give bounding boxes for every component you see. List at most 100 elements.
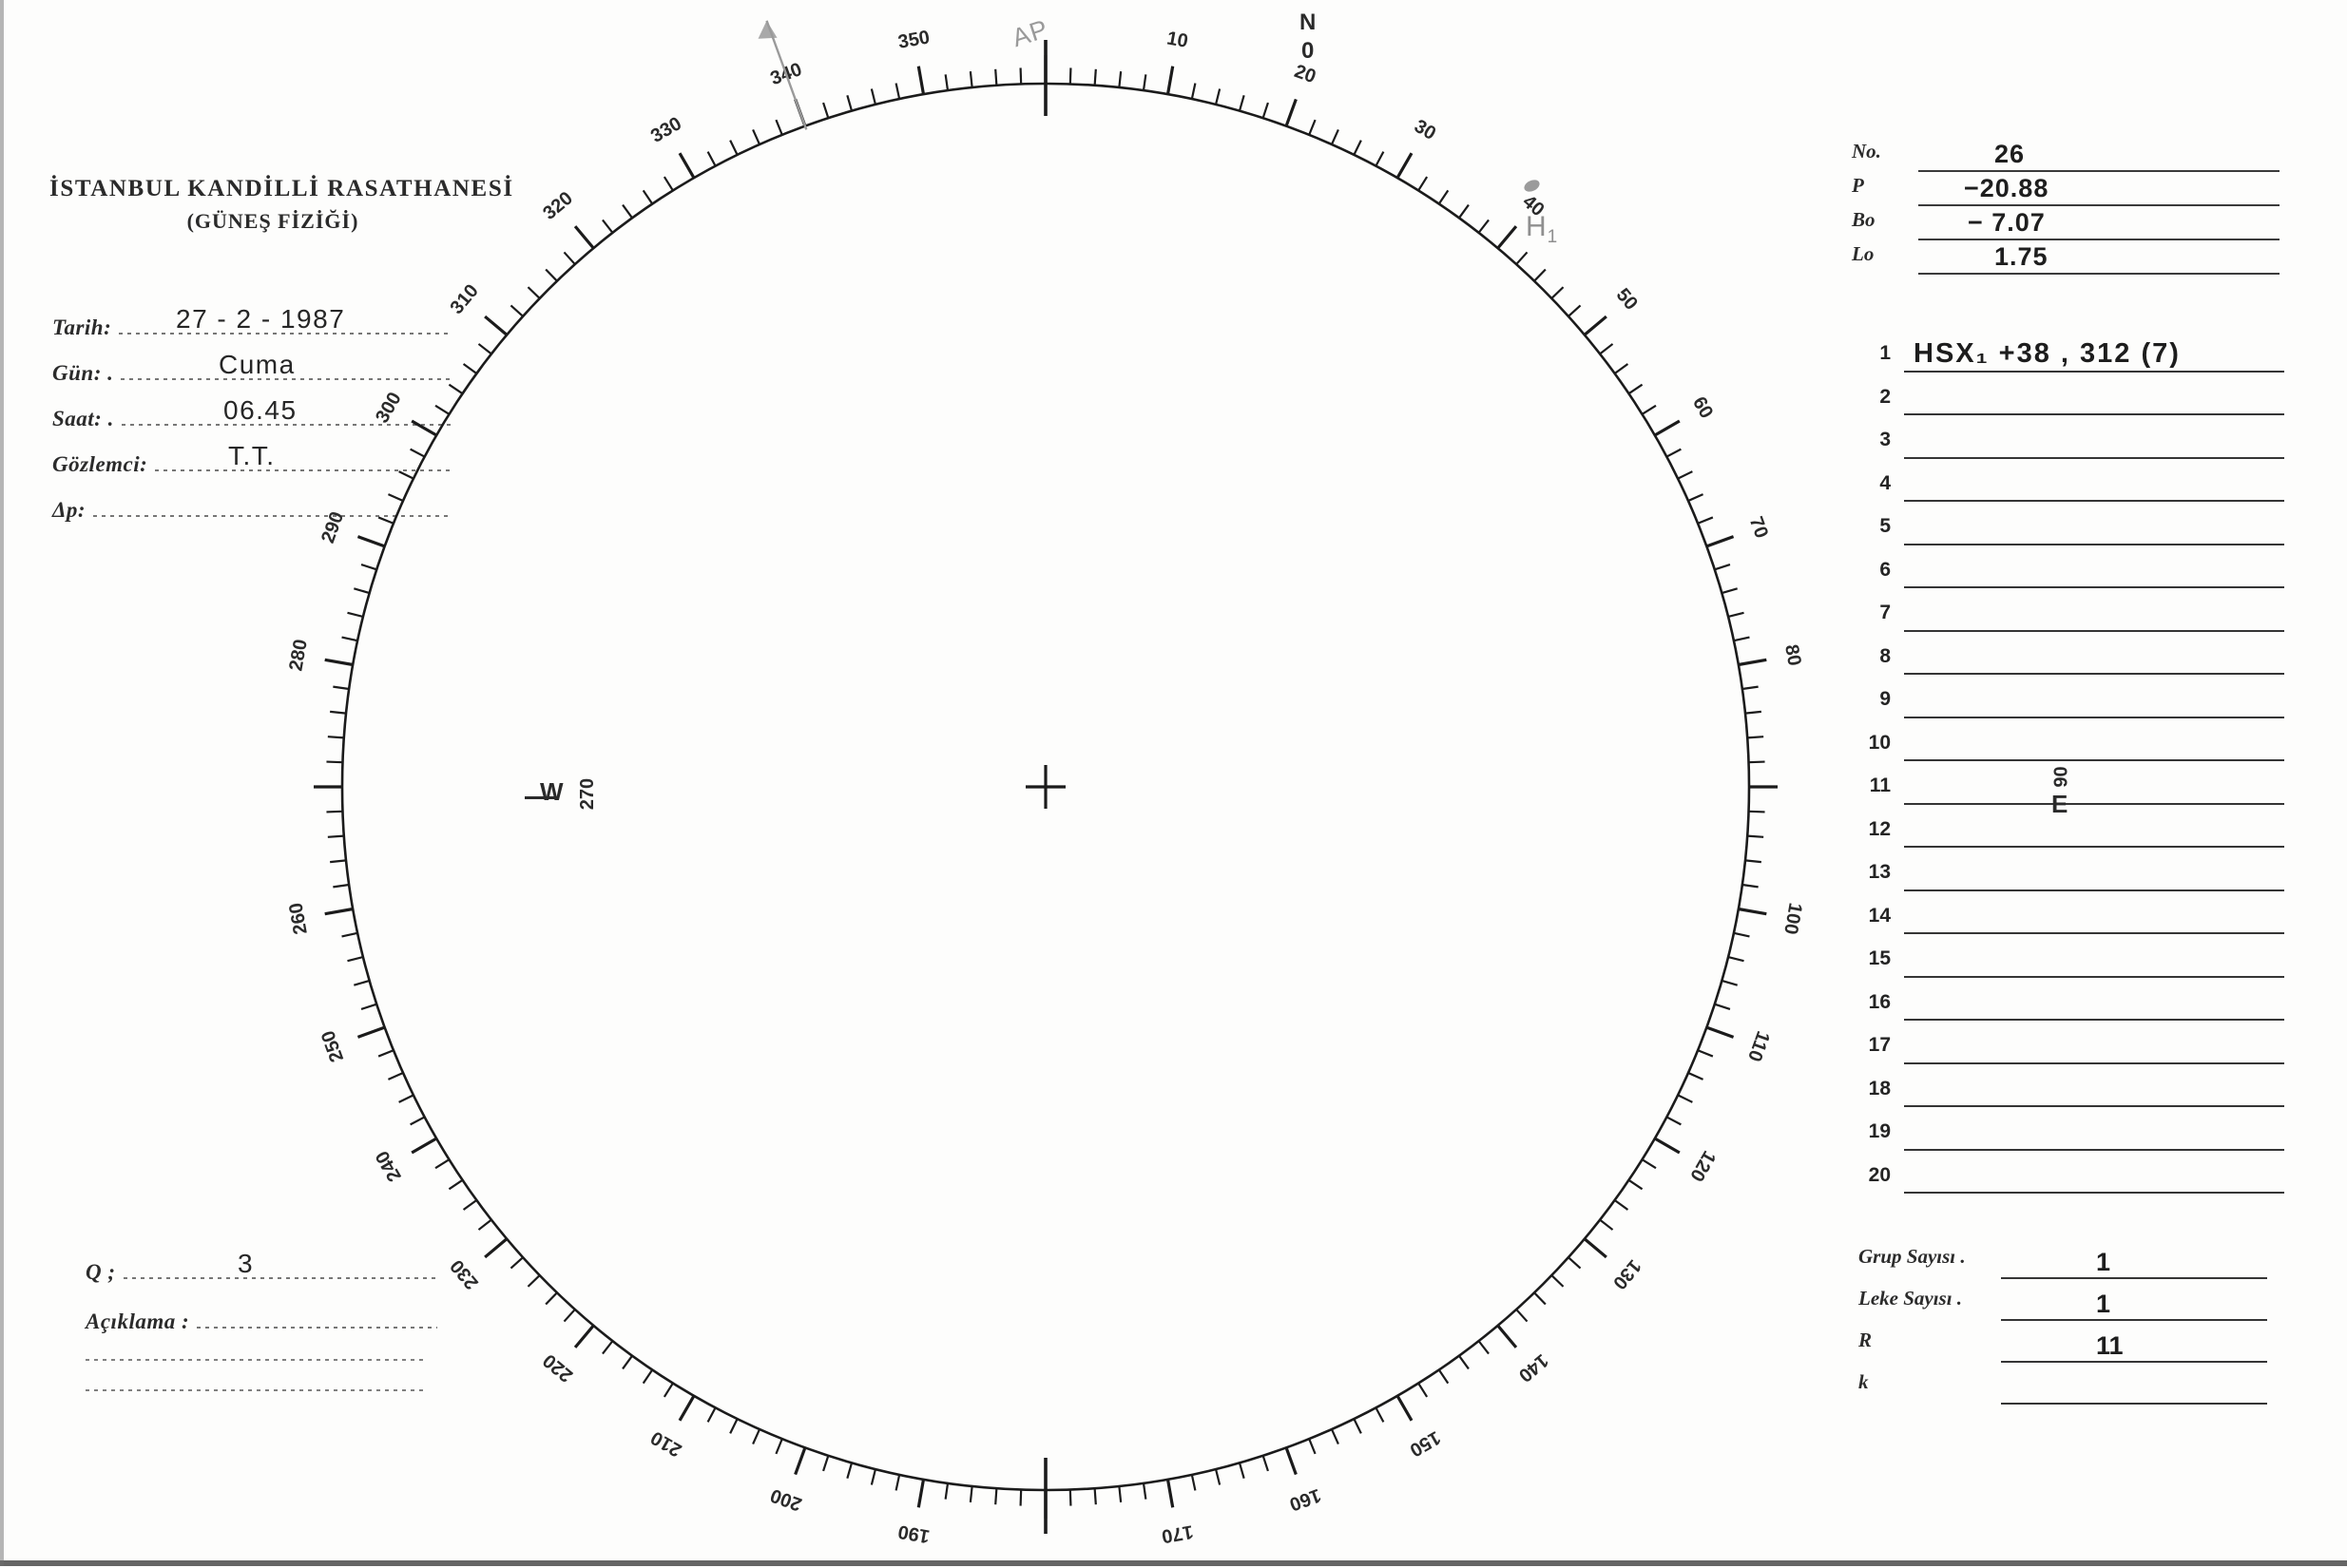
dial-tick-minor — [663, 1382, 674, 1398]
dial-tick-minor — [1261, 1455, 1269, 1472]
dial-tick-major — [324, 658, 354, 667]
dial-tick-minor — [341, 636, 358, 642]
dial-degree-label: 260 — [285, 901, 311, 936]
spot-list-row[interactable]: 2 — [1858, 378, 2284, 422]
spot-list-row[interactable]: 8 — [1858, 638, 2284, 681]
dial-tick-minor — [1093, 68, 1097, 86]
spot-list-row[interactable]: 11 — [1858, 767, 2284, 811]
form-row-q[interactable]: Q ; 3 — [86, 1235, 437, 1285]
parameter-value-bo: − 7.07 — [1968, 208, 2046, 237]
spot-list-row[interactable]: 20 — [1858, 1157, 2284, 1200]
parameter-label-lo: Lo — [1852, 242, 1875, 265]
spot-list-number: 18 — [1868, 1077, 1891, 1100]
summary-row-grup-sayisi[interactable]: Grup Sayısı . 1 — [1858, 1243, 2267, 1285]
form-row-gun[interactable]: Gün: . Cuma — [52, 340, 452, 386]
dial-tick-minor — [360, 1003, 377, 1010]
form-row-delta-p[interactable]: Δp: — [52, 477, 452, 523]
aciklama-continuation-line-1[interactable] — [86, 1359, 428, 1361]
parameter-row-bo[interactable]: Bo − 7.07 — [1852, 206, 2280, 240]
parameter-label-bo: Bo — [1852, 208, 1876, 231]
spot-list-row[interactable]: 4 — [1858, 465, 2284, 508]
spot-list-rule — [1904, 456, 2284, 459]
parameter-value-lo: 1.75 — [1994, 242, 2049, 271]
spot-list-row[interactable]: 19 — [1858, 1113, 2284, 1157]
summary-row-leke-sayisi[interactable]: Leke Sayısı . 1 — [1858, 1285, 2267, 1327]
summary-row-r[interactable]: R 11 — [1858, 1327, 2267, 1368]
dial-tick-minor — [1714, 564, 1731, 571]
spot-list-row[interactable]: 10 — [1858, 724, 2284, 768]
dial-tick-minor — [1477, 219, 1490, 234]
parameter-row-lo[interactable]: Lo 1.75 — [1852, 240, 2280, 275]
dial-tick-major — [1165, 1479, 1175, 1508]
dial-tick-major — [1654, 1137, 1681, 1155]
spot-list-rule — [1904, 846, 2284, 848]
parameter-row-no[interactable]: No. 26 — [1852, 138, 2280, 172]
dial-tick-minor — [1019, 1489, 1023, 1506]
dial-tick-minor — [326, 810, 343, 813]
spot-list-row[interactable]: 16 — [1858, 984, 2284, 1027]
spot-list-rule — [1904, 975, 2284, 978]
spot-list-number: 12 — [1868, 817, 1891, 840]
dial-degree-label: 290 — [317, 509, 348, 546]
spot-list-number: 2 — [1879, 385, 1891, 408]
form-row-tarih[interactable]: Tarih: 27 - 2 - 1987 — [52, 295, 452, 340]
aciklama-continuation-line-2[interactable] — [86, 1389, 428, 1391]
dial-tick-minor — [752, 128, 761, 145]
spot-list-row[interactable]: 3 — [1858, 421, 2284, 465]
dial-tick-minor — [870, 1468, 877, 1485]
dial-tick-major — [356, 1025, 386, 1039]
dial-degree-label: 190 — [896, 1520, 932, 1546]
spot-list-row[interactable]: 18 — [1858, 1070, 2284, 1114]
dial-tick-minor — [327, 736, 344, 739]
dial-tick-major — [324, 907, 354, 916]
dial-tick-minor — [1665, 448, 1682, 458]
spot-list-row[interactable]: 12 — [1858, 811, 2284, 854]
dial-tick-minor — [1458, 1355, 1470, 1370]
parameter-value-no: 26 — [1994, 140, 2026, 168]
field-value-q: 3 — [238, 1249, 255, 1278]
dial-tick-minor — [333, 883, 350, 889]
spot-list-rule — [1904, 802, 2284, 805]
parameter-rule — [1918, 204, 2280, 206]
dial-tick-major — [916, 1479, 926, 1508]
spot-list-row[interactable]: 14 — [1858, 897, 2284, 941]
spot-list-number: 4 — [1879, 471, 1891, 494]
summary-row-k[interactable]: k — [1858, 1368, 2267, 1410]
spot-list-row[interactable]: 6 — [1858, 551, 2284, 595]
dial-tick-minor — [822, 1455, 830, 1472]
spot-list-row[interactable]: 17 — [1858, 1026, 2284, 1070]
spot-list: 1 HSX₁ +38 , 312 (7) 2 3 4 5 6 7 8 9 10 11 12 13 14 15 1… — [1858, 335, 2284, 1200]
spot-list-row[interactable]: 1 HSX₁ +38 , 312 (7) — [1858, 335, 2284, 378]
west-leader-line — [525, 796, 557, 799]
spot-list-row[interactable]: 7 — [1858, 594, 2284, 638]
form-row-gozlemci[interactable]: Gözlemci: T.T. — [52, 431, 452, 477]
dial-tick-major — [411, 419, 437, 437]
cardinal-east: 90 E — [2051, 760, 2074, 819]
spot-list-number: 19 — [1868, 1120, 1891, 1142]
spot-list-row[interactable]: 13 — [1858, 853, 2284, 897]
dial-tick-minor — [462, 363, 477, 374]
dial-tick-major — [1496, 225, 1518, 250]
spot-list-number: 11 — [1869, 774, 1891, 796]
form-row-saat[interactable]: Saat: . 06.45 — [52, 386, 452, 431]
dial-tick-minor — [642, 189, 654, 205]
spot-list-row[interactable]: 5 — [1858, 507, 2284, 551]
dial-tick-minor — [1641, 404, 1657, 415]
parameter-rule — [1918, 170, 2280, 172]
dial-tick-minor — [1697, 516, 1714, 525]
spot-list-rule — [1904, 716, 2284, 718]
spot-list-row[interactable]: 15 — [1858, 940, 2284, 984]
dial-tick-minor — [1142, 74, 1147, 91]
dial-tick-minor — [1687, 493, 1704, 503]
dial-tick-minor — [1190, 1474, 1197, 1491]
dial-tick-minor — [1533, 268, 1547, 282]
parameter-row-p[interactable]: P −20.88 — [1852, 172, 2280, 206]
institution-name: İSTANBUL KANDİLLİ RASATHANESİ — [49, 176, 514, 201]
parameter-value-p: −20.88 — [1964, 174, 2049, 202]
dial-degree-label: 250 — [317, 1027, 348, 1064]
spot-list-row[interactable]: 9 — [1858, 680, 2284, 724]
institution-department: (GÜNEŞ FİZİĞİ) — [186, 209, 359, 233]
field-dots — [121, 378, 452, 380]
form-row-aciklama[interactable]: Açıklama : — [86, 1285, 437, 1334]
summary-block: Grup Sayısı . 1 Leke Sayısı . 1 R 11 k — [1858, 1243, 2267, 1410]
